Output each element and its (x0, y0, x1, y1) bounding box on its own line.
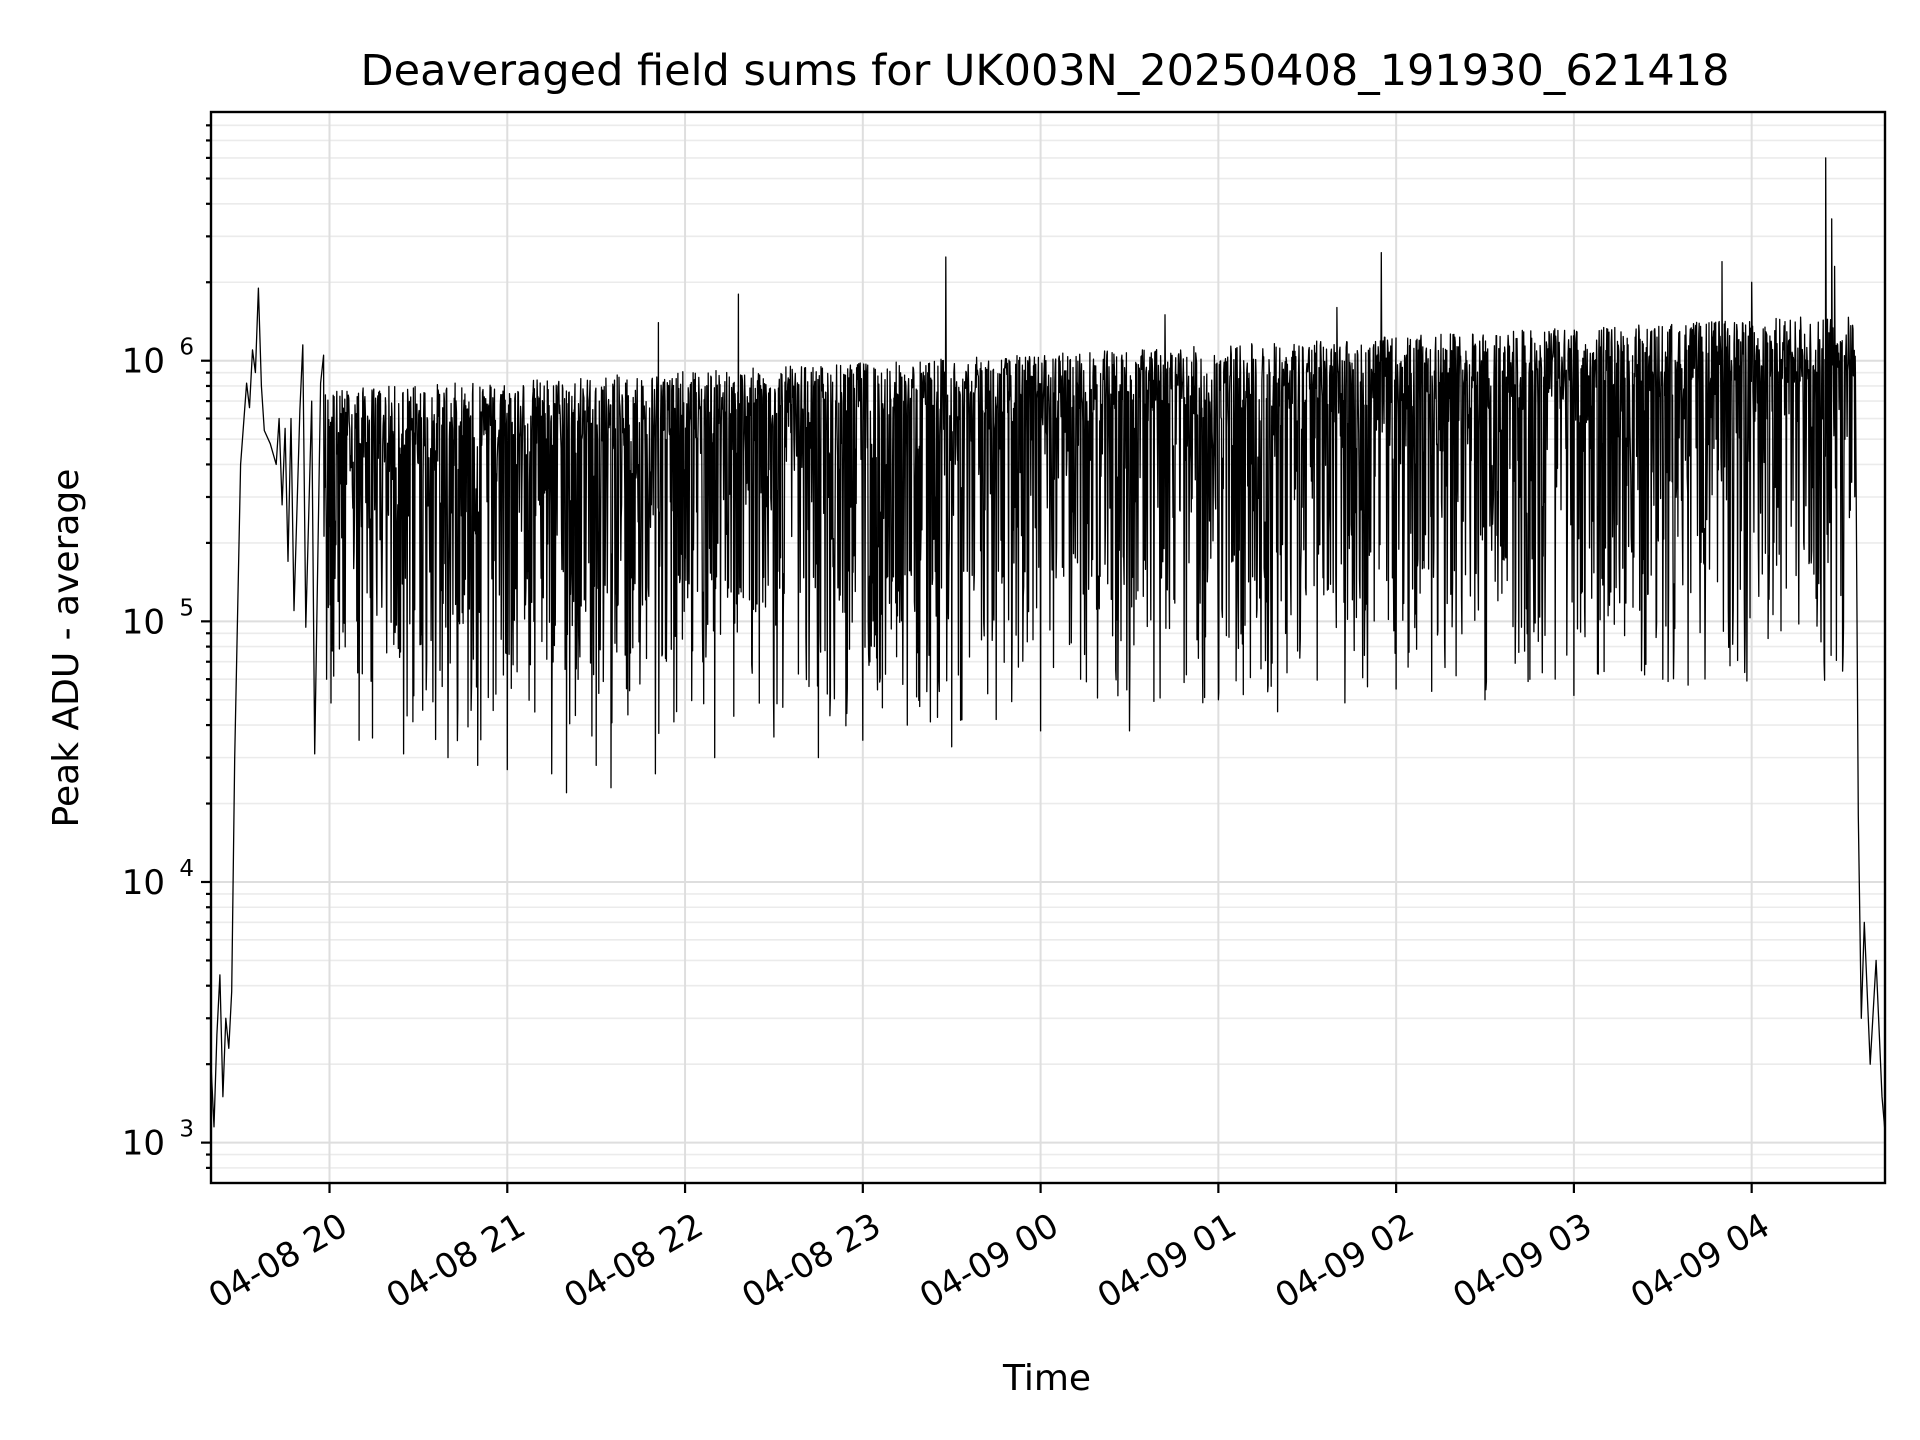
y-tick-label: 10 (122, 342, 165, 382)
x-axis-label: Time (1002, 1358, 1091, 1399)
y-tick-label-base: 10 (122, 342, 165, 382)
y-tick-label: 10 (122, 863, 165, 903)
y-tick-label: 10 (122, 1124, 165, 1164)
y-axis: 10 3 10 4 10 5 10 6 (122, 124, 211, 1169)
plot-area (211, 157, 1885, 1132)
y-axis-label: Peak ADU - average (46, 469, 87, 828)
y-tick-label-base: 10 (122, 1124, 165, 1164)
y-tick-label-base: 10 (122, 863, 165, 903)
y-tick-label-exponent: 4 (179, 856, 194, 882)
y-tick-label-exponent: 5 (179, 595, 194, 621)
series-line (211, 157, 1885, 1132)
y-tick-label-base: 10 (122, 602, 165, 642)
y-tick-label: 10 (122, 602, 165, 642)
y-tick-label-exponent: 3 (179, 1117, 194, 1143)
chart-title: Deaveraged field sums for UK003N_2025040… (361, 46, 1730, 96)
y-tick-label-exponent: 6 (179, 335, 194, 361)
